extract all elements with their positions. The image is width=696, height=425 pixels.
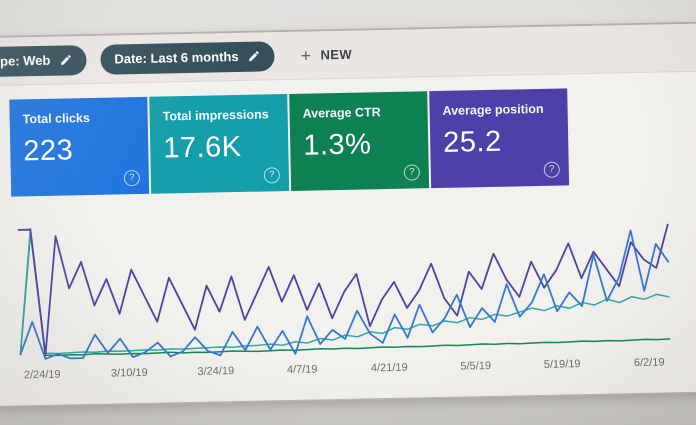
card-average-position[interactable]: Average position 25.2 ? bbox=[429, 88, 570, 189]
pencil-edit-icon[interactable] bbox=[247, 50, 260, 63]
plus-icon: + bbox=[300, 45, 312, 66]
search-type-chip[interactable]: type: Web bbox=[0, 44, 87, 78]
browser-content-area: type: Web Date: Last 6 months + NEW La T… bbox=[0, 21, 696, 407]
metric-value: 25.2 bbox=[442, 125, 502, 159]
series-position bbox=[17, 223, 669, 357]
date-range-chip-label: Date: Last 6 months bbox=[114, 48, 239, 67]
x-axis-tick: 4/7/19 bbox=[286, 363, 318, 377]
chart-plot[interactable] bbox=[17, 200, 671, 363]
metric-label: Total impressions bbox=[162, 107, 269, 124]
metric-value: 223 bbox=[23, 134, 74, 168]
metric-label: Average CTR bbox=[302, 105, 381, 121]
help-question-icon[interactable]: ? bbox=[123, 169, 141, 187]
x-axis-tick: 6/2/19 bbox=[633, 356, 665, 370]
pencil-edit-icon[interactable] bbox=[59, 53, 72, 66]
card-average-ctr[interactable]: Average CTR 1.3% ? bbox=[289, 91, 430, 191]
x-axis-tick: 4/21/19 bbox=[370, 361, 408, 375]
x-axis-tick: 3/24/19 bbox=[197, 365, 235, 378]
help-question-icon[interactable]: ? bbox=[263, 167, 281, 184]
new-filter-button[interactable]: + NEW bbox=[300, 45, 353, 66]
metric-value: 17.6K bbox=[162, 130, 242, 165]
new-filter-button-label: NEW bbox=[320, 46, 353, 63]
metric-label: Average position bbox=[442, 101, 544, 118]
performance-chart[interactable]: 2/24/19 3/10/19 3/24/19 4/7/19 4/21/19 5/5/19… bbox=[17, 200, 696, 388]
series-clicks bbox=[19, 229, 670, 360]
metric-cards-row: Total clicks 223 ? Total impressions 17.… bbox=[0, 71, 696, 197]
help-question-icon[interactable]: ? bbox=[403, 164, 420, 181]
series-impressions bbox=[19, 227, 670, 355]
series-ctr bbox=[19, 232, 671, 357]
x-axis-tick: 2/24/19 bbox=[23, 368, 61, 382]
filter-bar: type: Web Date: Last 6 months + NEW La bbox=[0, 23, 696, 86]
x-axis-tick: 5/5/19 bbox=[460, 359, 492, 373]
help-question-icon[interactable]: ? bbox=[543, 161, 560, 178]
x-axis-tick: 3/10/19 bbox=[110, 366, 148, 380]
date-range-chip[interactable]: Date: Last 6 months bbox=[100, 40, 275, 75]
card-total-impressions[interactable]: Total impressions 17.6K ? bbox=[149, 94, 290, 194]
x-axis-tick: 5/19/19 bbox=[543, 358, 581, 371]
metric-label: Total clicks bbox=[22, 110, 90, 127]
metric-value: 1.3% bbox=[302, 128, 372, 162]
card-total-clicks[interactable]: Total clicks 223 ? bbox=[9, 96, 150, 197]
search-type-chip-label: type: Web bbox=[0, 52, 51, 69]
